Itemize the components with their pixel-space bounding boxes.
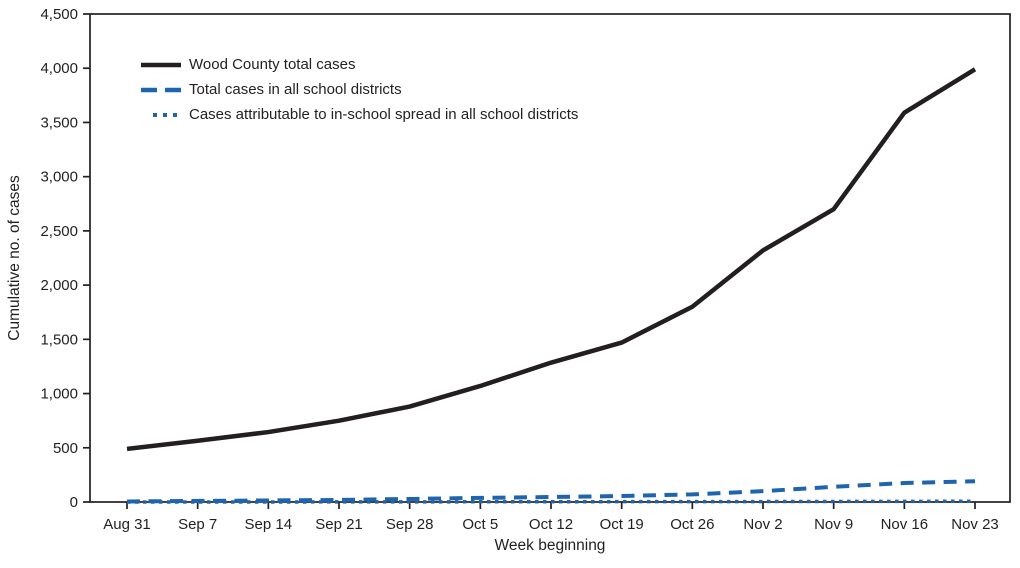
x-tick-label: Sep 28 bbox=[386, 516, 434, 533]
x-axis-title: Week beginning bbox=[494, 537, 606, 554]
y-tick-label: 3,500 bbox=[40, 114, 78, 131]
y-tick-label: 4,500 bbox=[40, 6, 78, 23]
y-tick-label: 2,500 bbox=[40, 223, 78, 240]
x-tick-label: Oct 5 bbox=[462, 516, 498, 533]
x-tick-label: Oct 26 bbox=[670, 516, 714, 533]
y-tick-label: 0 bbox=[70, 494, 78, 511]
legend-label-school-district-total: Total cases in all school districts bbox=[189, 81, 402, 98]
y-axis-title: Cumulative no. of cases bbox=[6, 175, 23, 341]
x-tick-label: Oct 12 bbox=[529, 516, 573, 533]
y-tick-label: 1,000 bbox=[40, 386, 78, 403]
x-tick-label: Aug 31 bbox=[103, 516, 151, 533]
x-tick-label: Nov 16 bbox=[881, 516, 929, 533]
legend-item-wood-county-total: Wood County total cases bbox=[141, 52, 578, 77]
legend-item-school-district-total: Total cases in all school districts bbox=[141, 77, 578, 102]
legend-item-in-school-spread: Cases attributable to in-school spread i… bbox=[141, 102, 578, 127]
solid-line-swatch-icon bbox=[141, 62, 181, 67]
y-tick-label: 4,000 bbox=[40, 60, 78, 77]
x-tick-label: Nov 2 bbox=[743, 516, 782, 533]
plot-frame bbox=[89, 13, 1011, 503]
y-tick-label: 1,500 bbox=[40, 331, 78, 348]
x-tick-label: Nov 9 bbox=[814, 516, 853, 533]
y-tick-label: 3,000 bbox=[40, 169, 78, 186]
dotted-line-swatch-icon bbox=[153, 112, 181, 117]
legend-label-wood-county-total: Wood County total cases bbox=[189, 56, 356, 73]
x-tick-label: Nov 23 bbox=[951, 516, 999, 533]
series-line-1 bbox=[126, 479, 976, 504]
x-tick-label: Sep 21 bbox=[315, 516, 363, 533]
x-tick-label: Sep 7 bbox=[178, 516, 217, 533]
x-tick-label: Oct 19 bbox=[600, 516, 644, 533]
y-tick-label: 2,000 bbox=[40, 277, 78, 294]
chart-legend: Wood County total cases Total cases in a… bbox=[141, 52, 578, 127]
x-tick-label: Sep 14 bbox=[245, 516, 293, 533]
series-line-0 bbox=[126, 67, 977, 452]
dashed-line-swatch-icon bbox=[141, 87, 181, 92]
legend-label-in-school-spread: Cases attributable to in-school spread i… bbox=[189, 106, 579, 123]
series-line-2 bbox=[127, 499, 976, 504]
y-tick-label: 500 bbox=[53, 440, 78, 457]
